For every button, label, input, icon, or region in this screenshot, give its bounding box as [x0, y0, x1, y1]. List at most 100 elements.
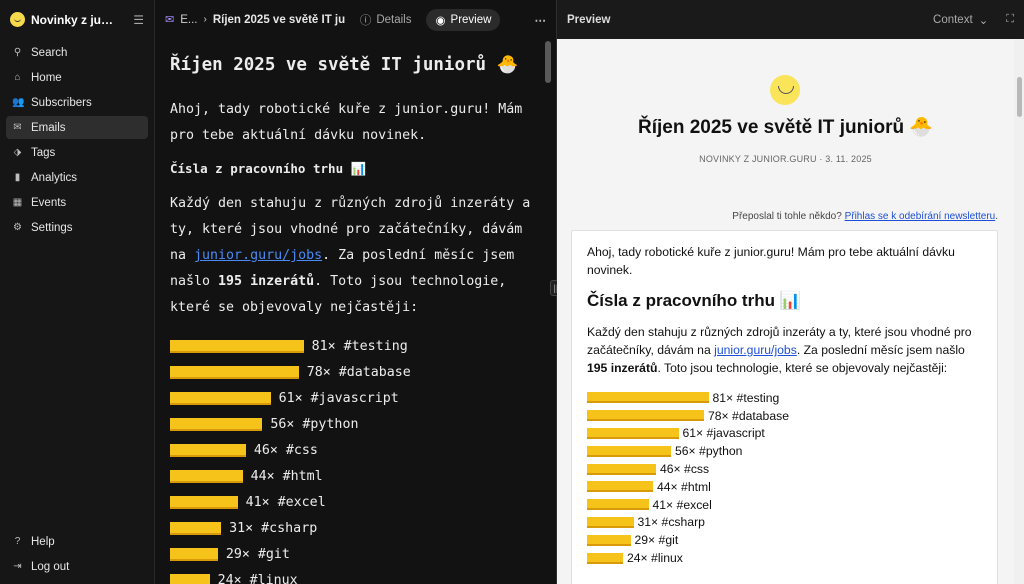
sidebar-item-label: Emails: [31, 121, 66, 134]
sidebar-nav-bottom: ? Help ⇥ Log out: [0, 529, 154, 580]
brand-title[interactable]: Novinky z junior.guru: [31, 12, 116, 27]
tag-icon: ⬗: [13, 147, 22, 158]
sidebar-item-emails[interactable]: ✉ Emails: [6, 116, 148, 139]
subscribe-link[interactable]: Přihlas se k odebírání newsletteru: [844, 211, 996, 222]
editor-jobs-link[interactable]: junior.guru/jobs: [194, 248, 323, 263]
editor-tech-bar: [170, 365, 299, 379]
editor-scroll-thumb[interactable]: [545, 41, 551, 83]
editor-header: ✉ E... › Říjen 2025 ve světě IT juniorů …: [155, 0, 556, 39]
preview-tech-label: 56× #python: [675, 444, 743, 459]
preview-tech-row: 78× #database: [587, 407, 982, 425]
preview-tech-label: 81× #testing: [712, 390, 780, 405]
editor-tech-bar: [170, 573, 210, 584]
context-dropdown[interactable]: Context ⌄: [933, 13, 988, 27]
breadcrumb-emails[interactable]: E...: [180, 13, 198, 26]
preview-tech-bar: [587, 410, 704, 422]
logout-icon: ⇥: [13, 561, 22, 572]
preview-tech-label: 44× #html: [657, 479, 711, 494]
chevron-down-icon: ⌄: [978, 14, 989, 27]
tab-details-label: Details: [376, 13, 412, 26]
editor-tech-row: 78× #database: [170, 359, 543, 385]
editor-section-heading: Čísla z pracovního trhu 📊: [170, 161, 367, 176]
sidebar-item-help[interactable]: ? Help: [6, 530, 148, 553]
preview-tech-row: 46× #css: [587, 460, 982, 478]
preview-scrollbar[interactable]: [1014, 39, 1024, 584]
preview-tech-label: 78× #database: [708, 408, 789, 423]
preview-tech-label: 46× #css: [660, 462, 710, 477]
hamburger-menu-icon[interactable]: ☰: [133, 12, 144, 27]
editor-tech-label: 24× #linux: [217, 572, 298, 584]
preview-tech-label: 41× #excel: [652, 497, 712, 512]
editor-tech-row: 61× #javascript: [170, 385, 543, 411]
logo-icon: [10, 12, 25, 27]
tab-preview[interactable]: ◉ Preview: [426, 8, 501, 31]
preview-tech-bar: [587, 427, 679, 439]
sidebar-item-events[interactable]: ▦ Events: [6, 191, 148, 214]
editor-tech-label: 56× #python: [270, 416, 359, 432]
preview-meta: NOVINKY Z JUNIOR.GURU · 3. 11. 2025: [699, 154, 872, 164]
gear-icon: ⚙: [13, 222, 22, 233]
preview-page: Říjen 2025 ve světě IT juniorů 🐣 NOVINKY…: [557, 39, 1014, 584]
editor-intro: Ahoj, tady robotické kuře z junior.guru!…: [170, 102, 523, 143]
preview-scroll-thumb[interactable]: [1017, 77, 1022, 117]
editor-tech-row: 31× #csharp: [170, 515, 543, 541]
preview-jobs-link[interactable]: junior.guru/jobs: [714, 343, 797, 357]
editor-tech-bar: [170, 417, 263, 431]
preview-tech-bar: [587, 516, 634, 528]
preview-tech-bar: [587, 499, 649, 511]
newsletter-logo: [770, 75, 800, 105]
search-icon: ⚲: [13, 47, 22, 58]
editor-panel: ✉ E... › Říjen 2025 ve světě IT juniorů …: [155, 0, 556, 584]
preview-tech-bar: [587, 445, 671, 457]
sidebar: Novinky z junior.guru ☰ ⚲ Search ⌂ Home 👥 Sub…: [0, 0, 155, 584]
chevron-right-icon: ›: [203, 14, 207, 25]
preview-tech-bar: [587, 392, 709, 404]
editor-tech-bar: [170, 495, 238, 509]
sidebar-item-tags[interactable]: ⬗ Tags: [6, 141, 148, 164]
home-icon: ⌂: [14, 72, 21, 83]
analytics-icon: ▮: [14, 172, 21, 183]
preview-tech-row: 31× #csharp: [587, 514, 982, 532]
editor-tech-row: 29× #git: [170, 541, 543, 567]
preview-tech-bar: [587, 463, 656, 475]
sidebar-item-subscribers[interactable]: 👥 Subscribers: [6, 91, 148, 114]
context-label: Context: [933, 13, 973, 26]
expand-icon[interactable]: ⛶: [1006, 13, 1014, 25]
preview-tech-row: 61× #javascript: [587, 425, 982, 443]
preview-tech-row: 41× #excel: [587, 496, 982, 514]
preview-tech-bar: [587, 552, 623, 564]
sidebar-item-log-out[interactable]: ⇥ Log out: [6, 555, 148, 578]
tab-details[interactable]: ⓘ Details: [351, 9, 421, 31]
editor-tech-label: 61× #javascript: [278, 390, 399, 406]
editor-tech-bar: [170, 469, 243, 483]
preview-heading: Říjen 2025 ve světě IT juniorů 🐣: [637, 117, 934, 138]
editor-scrollbar[interactable]: [545, 39, 553, 584]
sidebar-item-label: Tags: [31, 146, 56, 159]
editor-tech-label: 46× #css: [253, 442, 318, 458]
sidebar-item-analytics[interactable]: ▮ Analytics: [6, 166, 148, 189]
editor-tech-row: 41× #excel: [170, 489, 543, 515]
sidebar-item-settings[interactable]: ⚙ Settings: [6, 216, 148, 239]
markdown-editor[interactable]: Říjen 2025 ve světě IT juniorů 🐣 Ahoj, t…: [155, 39, 543, 584]
editor-tech-bar: [170, 391, 271, 405]
preview-tech-bar: [587, 481, 653, 493]
tab-preview-label: Preview: [450, 13, 492, 26]
more-options-icon[interactable]: ⋯: [534, 14, 547, 27]
forward-notice: Přeposlal ti tohle někdo? Přihlas se k o…: [732, 211, 998, 222]
preview-tech-row: 56× #python: [587, 442, 982, 460]
preview-tech-label: 24× #linux: [627, 551, 683, 566]
preview-intro: Ahoj, tady robotické kuře z junior.guru!…: [587, 245, 955, 277]
sidebar-item-label: Analytics: [31, 171, 78, 184]
editor-tech-bar: [170, 443, 246, 457]
preview-tech-row: 29× #git: [587, 531, 982, 549]
sidebar-item-search[interactable]: ⚲ Search: [6, 41, 148, 64]
preview-paragraph: Každý den stahuju z různých zdrojů inzer…: [587, 325, 972, 375]
sidebar-item-label: Home: [31, 71, 62, 84]
editor-heading: Říjen 2025 ve světě IT juniorů 🐣: [170, 55, 519, 75]
sidebar-item-label: Help: [31, 535, 55, 548]
editor-tech-label: 31× #csharp: [229, 520, 318, 536]
sidebar-item-home[interactable]: ⌂ Home: [6, 66, 148, 89]
editor-tech-list: 81× #testing 78× #database 61× #javascript…: [170, 333, 543, 584]
editor-tech-label: 41× #excel: [245, 494, 326, 510]
preview-title: Preview: [567, 13, 611, 26]
